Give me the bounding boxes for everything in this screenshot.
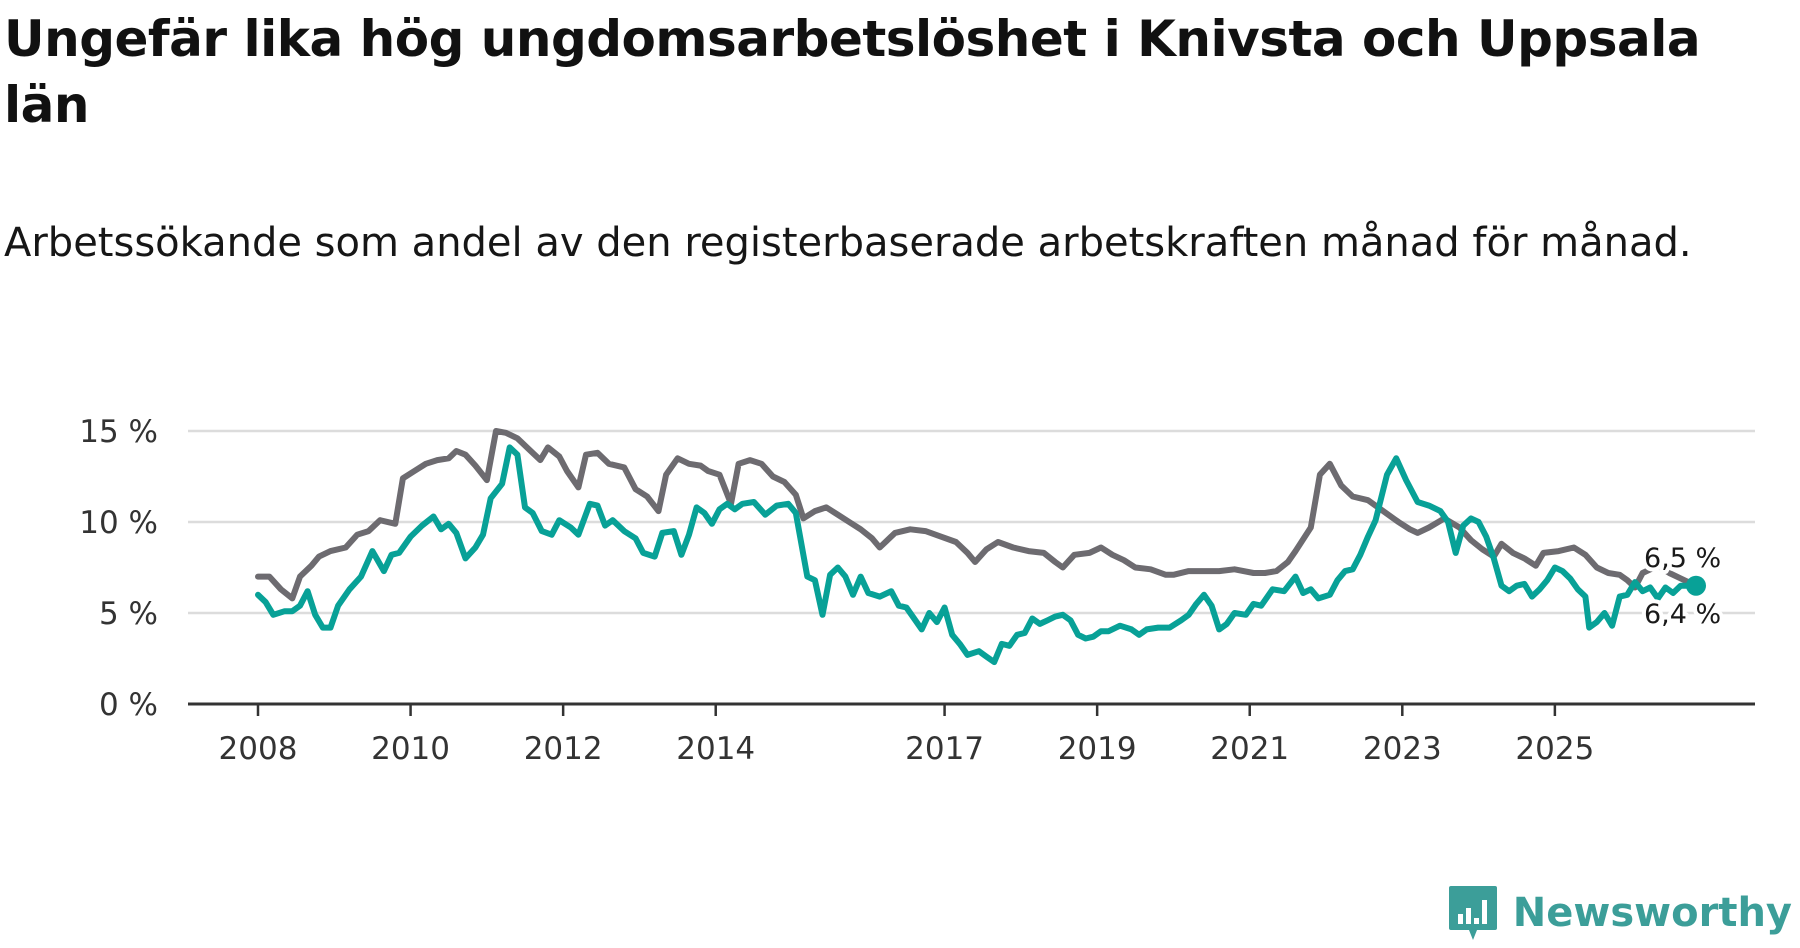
x-tick-label-2019: 2019: [1058, 731, 1137, 767]
end-label-knivsta: 6,5 %: [1644, 543, 1721, 574]
chart-subtitle: Arbetssökande som andel av den registerb…: [4, 220, 1692, 266]
brand-name: Newsworthy: [1512, 890, 1792, 936]
series-lines: [255, 428, 1706, 666]
x-tick-label-2012: 2012: [524, 731, 603, 767]
x-tick-label-2017: 2017: [905, 731, 984, 767]
x-tick-label-2014: 2014: [676, 731, 755, 767]
y-tick-label-10: 10 %: [79, 505, 158, 541]
series-labels: KnivstaUppsala län6,5 %6,4 %: [1640, 539, 1725, 634]
chart-title: Ungefär lika hög ungdomsarbetslöshet i K…: [4, 10, 1701, 134]
series-line-uppsala-län: [255, 428, 1699, 602]
newsworthy-logo-icon: [1448, 886, 1497, 940]
y-tick-label-0: 0 %: [99, 687, 158, 723]
x-tick-label-2023: 2023: [1363, 731, 1442, 767]
y-axis-tick-labels: 0 % 5 % 10 % 15 %: [79, 414, 158, 723]
knivsta-end-marker: [1686, 575, 1706, 596]
end-label-uppsala: 6,4 %: [1644, 599, 1721, 630]
y-tick-label-15: 15 %: [79, 414, 158, 450]
x-tick-label-2010: 2010: [371, 731, 450, 767]
x-tick-label-2025: 2025: [1515, 731, 1594, 767]
y-tick-label-5: 5 %: [99, 596, 158, 632]
newsworthy-brand: Newsworthy: [1447, 884, 1792, 942]
x-axis-ticks: 2008 2010 2012 2014 2017 2019 2021 2023 2025: [188, 702, 1755, 767]
series-line-knivsta: [255, 444, 1699, 666]
x-tick-label-2008: 2008: [219, 731, 298, 767]
x-tick-label-2021: 2021: [1210, 731, 1289, 767]
